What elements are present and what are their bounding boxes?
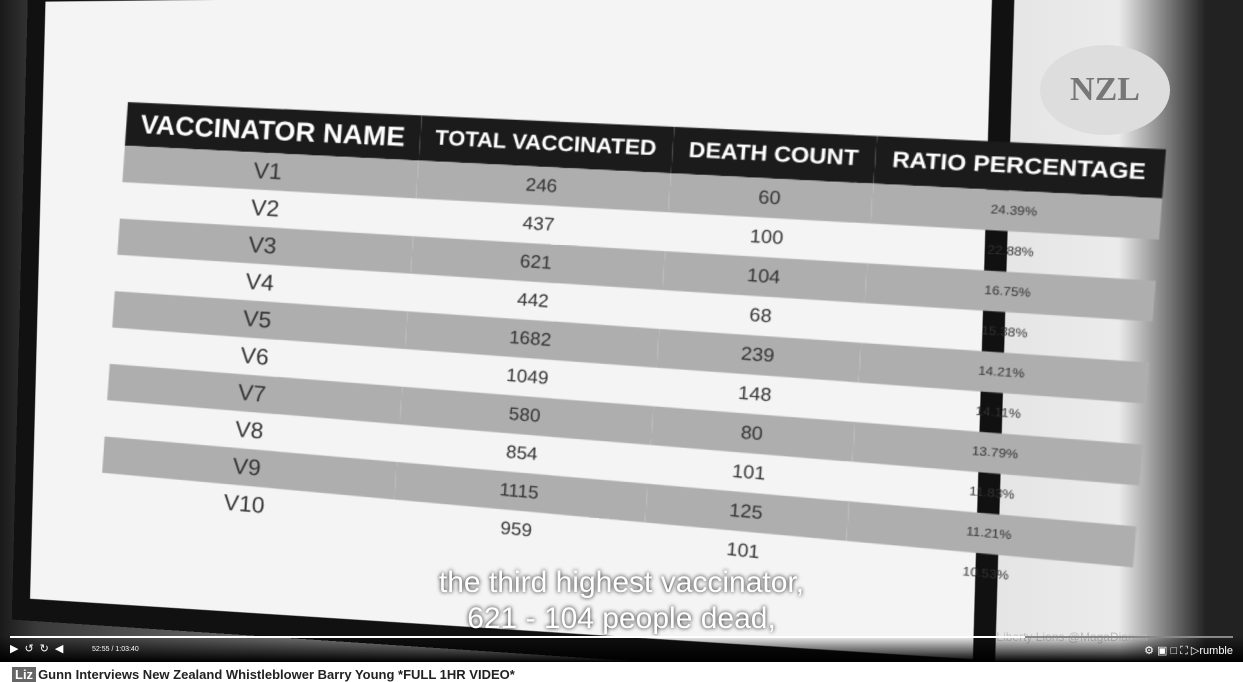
progress-fill <box>10 636 1025 638</box>
control-bar: ▶↺↻◀ 52:55 / 1:03:40 ⚙ ▣ □ ⛶ ▷rumble <box>0 636 1243 662</box>
brand-logo[interactable]: ⚙ ▣ □ ⛶ ▷rumble <box>1144 644 1233 658</box>
time-display: 52:55 / 1:03:40 <box>92 646 139 653</box>
channel-logo: NZL <box>1040 45 1170 135</box>
video-title: Gunn Interviews New Zealand Whistleblowe… <box>38 667 515 682</box>
subtitles: the third highest vaccinator, 621 - 104 … <box>0 565 1243 637</box>
brand-text: rumble <box>1199 645 1233 657</box>
channel-badge[interactable]: Liz <box>12 667 36 682</box>
page: {"video": { "logo": "NZL", "table": { "h… <box>0 0 1243 682</box>
playback-controls[interactable]: ▶↺↻◀ <box>10 642 69 655</box>
page-body: VACCINATOR NAMETOTAL VACCINATEDDEATH COU… <box>0 0 1243 682</box>
progress-bar[interactable] <box>10 636 1233 638</box>
subtitle-line: the third highest vaccinator, <box>0 565 1243 601</box>
